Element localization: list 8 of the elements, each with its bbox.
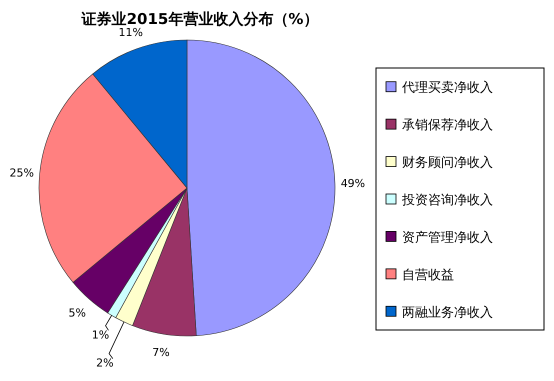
legend-label: 财务顾问净收入 [402, 156, 493, 171]
legend-label: 自营收益 [402, 268, 454, 283]
legend-label: 承销保荐净收入 [402, 118, 493, 134]
legend-label: 投资咨询净收入 [401, 193, 493, 208]
legend-label: 代理买卖净收入 [401, 80, 493, 96]
legend-label: 两融业务净收入 [402, 305, 493, 320]
title: 证券业2015年营业收入分布（%） [82, 10, 318, 28]
legend-label: 资产管理净收入 [402, 230, 493, 246]
